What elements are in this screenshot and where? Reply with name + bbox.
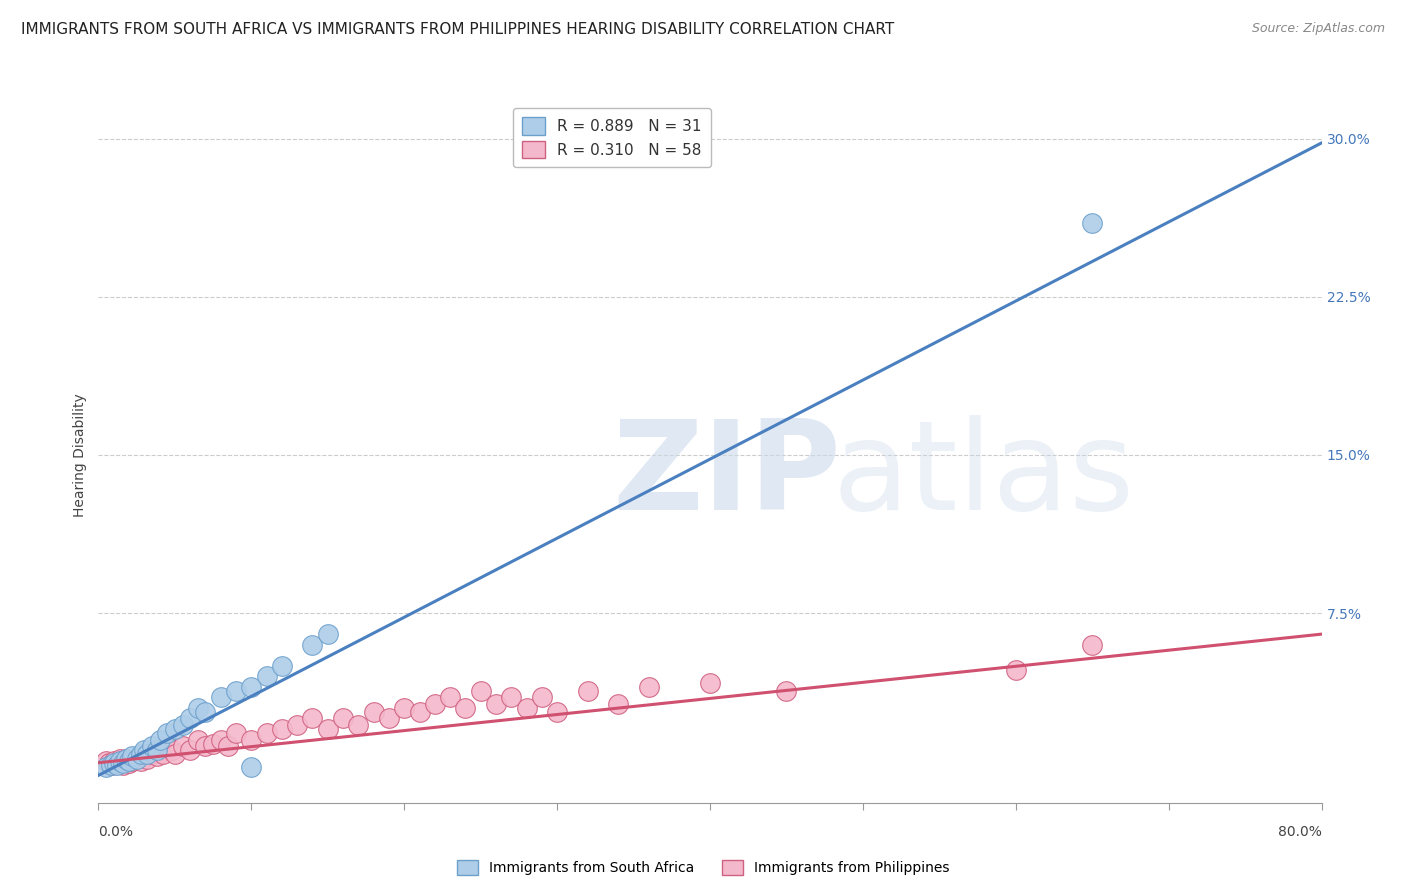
- Text: 80.0%: 80.0%: [1278, 825, 1322, 839]
- Point: [316, 627, 339, 641]
- Point: [392, 701, 416, 715]
- Point: [470, 684, 492, 698]
- Point: [115, 751, 138, 765]
- Point: [111, 757, 134, 772]
- Point: [152, 747, 174, 762]
- Point: [576, 684, 599, 698]
- Point: [301, 638, 323, 652]
- Point: [101, 757, 124, 772]
- Point: [256, 726, 278, 740]
- Point: [209, 690, 232, 705]
- Point: [332, 711, 354, 725]
- Point: [240, 760, 263, 774]
- Point: [423, 697, 446, 711]
- Point: [134, 749, 156, 764]
- Point: [187, 701, 209, 715]
- Point: [187, 732, 209, 747]
- Point: [111, 756, 134, 770]
- Point: [347, 718, 370, 732]
- Point: [98, 756, 121, 770]
- Point: [125, 751, 148, 765]
- Point: [145, 749, 167, 764]
- Point: [103, 754, 125, 768]
- Point: [516, 701, 538, 715]
- Point: [134, 743, 156, 757]
- Point: [105, 757, 128, 772]
- Point: [94, 760, 117, 774]
- Point: [637, 680, 661, 694]
- Point: [149, 743, 172, 757]
- Point: [141, 739, 163, 753]
- Point: [108, 751, 131, 765]
- Point: [240, 732, 263, 747]
- Legend: Immigrants from South Africa, Immigrants from Philippines: Immigrants from South Africa, Immigrants…: [451, 855, 955, 880]
- Text: ZIP: ZIP: [612, 416, 841, 536]
- Point: [100, 757, 122, 772]
- Point: [378, 711, 401, 725]
- Point: [118, 754, 141, 768]
- Point: [240, 680, 263, 694]
- Point: [363, 705, 385, 719]
- Point: [408, 705, 430, 719]
- Point: [270, 658, 292, 673]
- Point: [145, 743, 167, 757]
- Point: [439, 690, 461, 705]
- Point: [256, 669, 278, 683]
- Point: [225, 684, 247, 698]
- Point: [163, 722, 186, 736]
- Point: [129, 747, 152, 762]
- Point: [103, 756, 125, 770]
- Point: [136, 747, 159, 762]
- Point: [202, 737, 225, 751]
- Point: [530, 690, 553, 705]
- Point: [454, 701, 477, 715]
- Point: [285, 718, 308, 732]
- Point: [129, 754, 152, 768]
- Point: [194, 705, 217, 719]
- Point: [156, 726, 179, 740]
- Point: [121, 754, 143, 768]
- Point: [301, 711, 323, 725]
- Point: [1004, 663, 1026, 677]
- Point: [501, 690, 523, 705]
- Y-axis label: Hearing Disability: Hearing Disability: [73, 393, 87, 516]
- Point: [121, 749, 143, 764]
- Point: [179, 743, 201, 757]
- Point: [270, 722, 292, 736]
- Point: [217, 739, 239, 753]
- Point: [108, 754, 131, 768]
- Text: IMMIGRANTS FROM SOUTH AFRICA VS IMMIGRANTS FROM PHILIPPINES HEARING DISABILITY C: IMMIGRANTS FROM SOUTH AFRICA VS IMMIGRAN…: [21, 22, 894, 37]
- Point: [125, 751, 148, 765]
- Text: 0.0%: 0.0%: [98, 825, 134, 839]
- Point: [194, 739, 217, 753]
- Point: [607, 697, 630, 711]
- Point: [225, 726, 247, 740]
- Point: [163, 747, 186, 762]
- Point: [172, 718, 194, 732]
- Point: [105, 756, 128, 770]
- Point: [149, 732, 172, 747]
- Point: [141, 747, 163, 762]
- Legend: R = 0.889   N = 31, R = 0.310   N = 58: R = 0.889 N = 31, R = 0.310 N = 58: [513, 108, 711, 168]
- Point: [699, 675, 721, 690]
- Point: [316, 722, 339, 736]
- Point: [1081, 216, 1104, 230]
- Point: [172, 739, 194, 753]
- Point: [110, 754, 132, 768]
- Point: [775, 684, 797, 698]
- Point: [546, 705, 568, 719]
- Point: [179, 711, 201, 725]
- Point: [118, 756, 141, 770]
- Point: [1081, 638, 1104, 652]
- Text: Source: ZipAtlas.com: Source: ZipAtlas.com: [1251, 22, 1385, 36]
- Point: [160, 743, 183, 757]
- Point: [136, 751, 159, 765]
- Point: [156, 739, 179, 753]
- Point: [209, 732, 232, 747]
- Point: [94, 754, 117, 768]
- Point: [485, 697, 508, 711]
- Point: [115, 751, 138, 765]
- Text: atlas: atlas: [832, 416, 1135, 536]
